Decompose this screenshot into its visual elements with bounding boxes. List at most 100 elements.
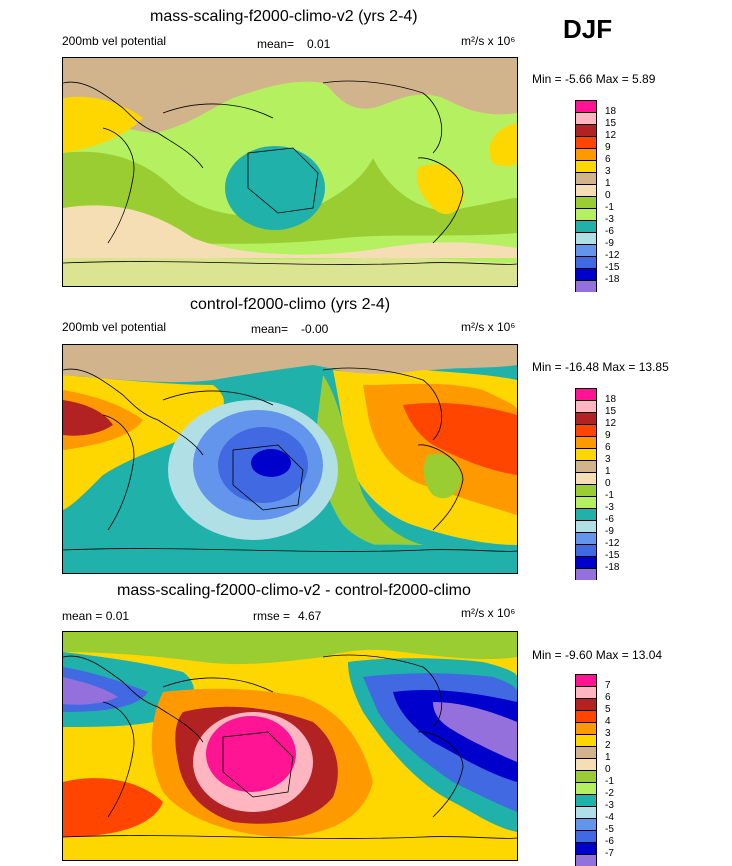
cb3-swatch bbox=[575, 794, 597, 806]
p2-east-redorange bbox=[403, 403, 517, 475]
panel2-units: m²/s x 10⁶ bbox=[461, 320, 516, 334]
cb3-tick-label: 7 bbox=[605, 680, 611, 691]
p1-mid-green-band bbox=[63, 151, 517, 244]
panel2-variable-label: 200mb vel potential bbox=[62, 320, 167, 334]
p3-north-green bbox=[63, 632, 517, 665]
p3-east-purple bbox=[433, 702, 517, 762]
p3-coastlines bbox=[63, 654, 517, 839]
panel3-units: m²/s x 10⁶ bbox=[461, 606, 516, 620]
panel1-minmax: Min = -5.66 Max = 5.89 bbox=[532, 72, 656, 86]
cb1-swatch bbox=[575, 184, 597, 196]
p2-antarctic bbox=[63, 543, 517, 573]
cb3-tick-label: -3 bbox=[605, 800, 614, 811]
cb3-tick-label: -2 bbox=[605, 788, 614, 799]
cb2-swatch bbox=[575, 532, 597, 544]
cb1-swatch bbox=[575, 208, 597, 220]
cb1-swatch bbox=[575, 160, 597, 172]
cb2-swatch bbox=[575, 424, 597, 436]
panel3-map bbox=[62, 631, 518, 861]
cb1-swatch bbox=[575, 220, 597, 232]
cb3-swatch bbox=[575, 722, 597, 734]
panel2-map bbox=[62, 344, 518, 574]
p2-coastlines bbox=[63, 367, 517, 552]
cb3-swatch bbox=[575, 746, 597, 758]
cb1-swatch bbox=[575, 148, 597, 160]
cb1-tick-label: -1 bbox=[605, 202, 614, 213]
cb1-swatch bbox=[575, 268, 597, 280]
panel1-map bbox=[62, 57, 518, 287]
p1-north-tan-band bbox=[63, 58, 517, 133]
cb3-tick-label: 2 bbox=[605, 740, 611, 751]
cb1-tick-label: 6 bbox=[605, 154, 611, 165]
panel3-title: mass-scaling-f2000-climo-v2 - control-f2… bbox=[117, 582, 471, 599]
cb2-swatch bbox=[575, 412, 597, 424]
p1-antarctic-strip bbox=[63, 256, 517, 286]
cb1-swatch bbox=[575, 136, 597, 148]
p2-core bbox=[251, 449, 291, 477]
cb2-tick-label: 3 bbox=[605, 454, 611, 465]
cb2-tick-label: -6 bbox=[605, 514, 614, 525]
panel2-title: control-f2000-climo (yrs 2-4) bbox=[190, 296, 391, 313]
p2-pacific-green-band bbox=[316, 375, 423, 549]
cb2-tick-label: 1 bbox=[605, 466, 611, 477]
cb2-tick-label: 12 bbox=[605, 418, 617, 429]
cb2-tick-label: 6 bbox=[605, 442, 611, 453]
p1-west-yellow bbox=[63, 96, 143, 153]
cb2-tick-label: 15 bbox=[605, 406, 617, 417]
cb3-tick-label: -1 bbox=[605, 776, 614, 787]
cb2-swatch bbox=[575, 484, 597, 496]
cb3-swatch bbox=[575, 830, 597, 842]
cb3-swatch bbox=[575, 782, 597, 794]
cb2-swatch bbox=[575, 436, 597, 448]
cb2-swatch bbox=[575, 472, 597, 484]
cb1-swatch bbox=[575, 172, 597, 184]
p2-sa-green bbox=[423, 453, 462, 499]
cb1-tick-label: 9 bbox=[605, 142, 611, 153]
cb2-swatch bbox=[575, 388, 597, 400]
cb1-tick-label: -6 bbox=[605, 226, 614, 237]
cb2-tick-label: -3 bbox=[605, 502, 614, 513]
p3-west-purple bbox=[63, 677, 118, 705]
cb3-swatch bbox=[575, 842, 597, 854]
cb3-tick-label: -4 bbox=[605, 812, 614, 823]
cb2-tick-label: -1 bbox=[605, 490, 614, 501]
cb3-swatch bbox=[575, 710, 597, 722]
cb2-tick-label: -18 bbox=[605, 562, 620, 573]
cb1-swatch bbox=[575, 124, 597, 136]
cb1-tick-label: -9 bbox=[605, 238, 614, 249]
cb2-swatch bbox=[575, 460, 597, 472]
cb3-swatch bbox=[575, 818, 597, 830]
p1-east-yellow bbox=[489, 123, 517, 167]
cb1-swatch bbox=[575, 196, 597, 208]
cb1-tick-label: -15 bbox=[605, 262, 620, 273]
cb3-tick-label: 5 bbox=[605, 704, 611, 715]
cb2-swatch bbox=[575, 508, 597, 520]
panel2-mean-value: -0.00 bbox=[301, 322, 329, 336]
cb1-tick-label: -3 bbox=[605, 214, 614, 225]
panel1-title: mass-scaling-f2000-climo-v2 (yrs 2-4) bbox=[150, 8, 418, 25]
cb2-swatch bbox=[575, 568, 597, 580]
cb1-tick-label: 1 bbox=[605, 178, 611, 189]
cb3-tick-label: -6 bbox=[605, 836, 614, 847]
panel3-minmax: Min = -9.60 Max = 13.04 bbox=[532, 648, 663, 662]
panel3-rmse-value: 4.67 bbox=[298, 609, 322, 623]
cb2-swatch bbox=[575, 544, 597, 556]
panel1-colorbar: 18 15 12 9 6 3 1 0 -1 -3 -6 -9 -12 -15 -… bbox=[575, 100, 619, 292]
panel2-mean-label: mean= bbox=[251, 322, 289, 336]
cb1-swatch bbox=[575, 244, 597, 256]
cb2-tick-label: 9 bbox=[605, 430, 611, 441]
cb3-tick-label: 6 bbox=[605, 692, 611, 703]
cb1-tick-label: -12 bbox=[605, 250, 620, 261]
cb1-swatch bbox=[575, 100, 597, 112]
p2-west-red bbox=[63, 400, 113, 436]
p1-south-america-yellow bbox=[416, 164, 464, 215]
cb3-swatch bbox=[575, 686, 597, 698]
cb1-tick-label: -18 bbox=[605, 274, 620, 285]
cb3-swatch bbox=[575, 698, 597, 710]
cb3-tick-label: 1 bbox=[605, 752, 611, 763]
panel1-units: m²/s x 10⁶ bbox=[461, 34, 516, 48]
cb3-swatch bbox=[575, 854, 597, 866]
cb1-swatch bbox=[575, 256, 597, 268]
cb2-swatch bbox=[575, 496, 597, 508]
cb2-swatch bbox=[575, 400, 597, 412]
